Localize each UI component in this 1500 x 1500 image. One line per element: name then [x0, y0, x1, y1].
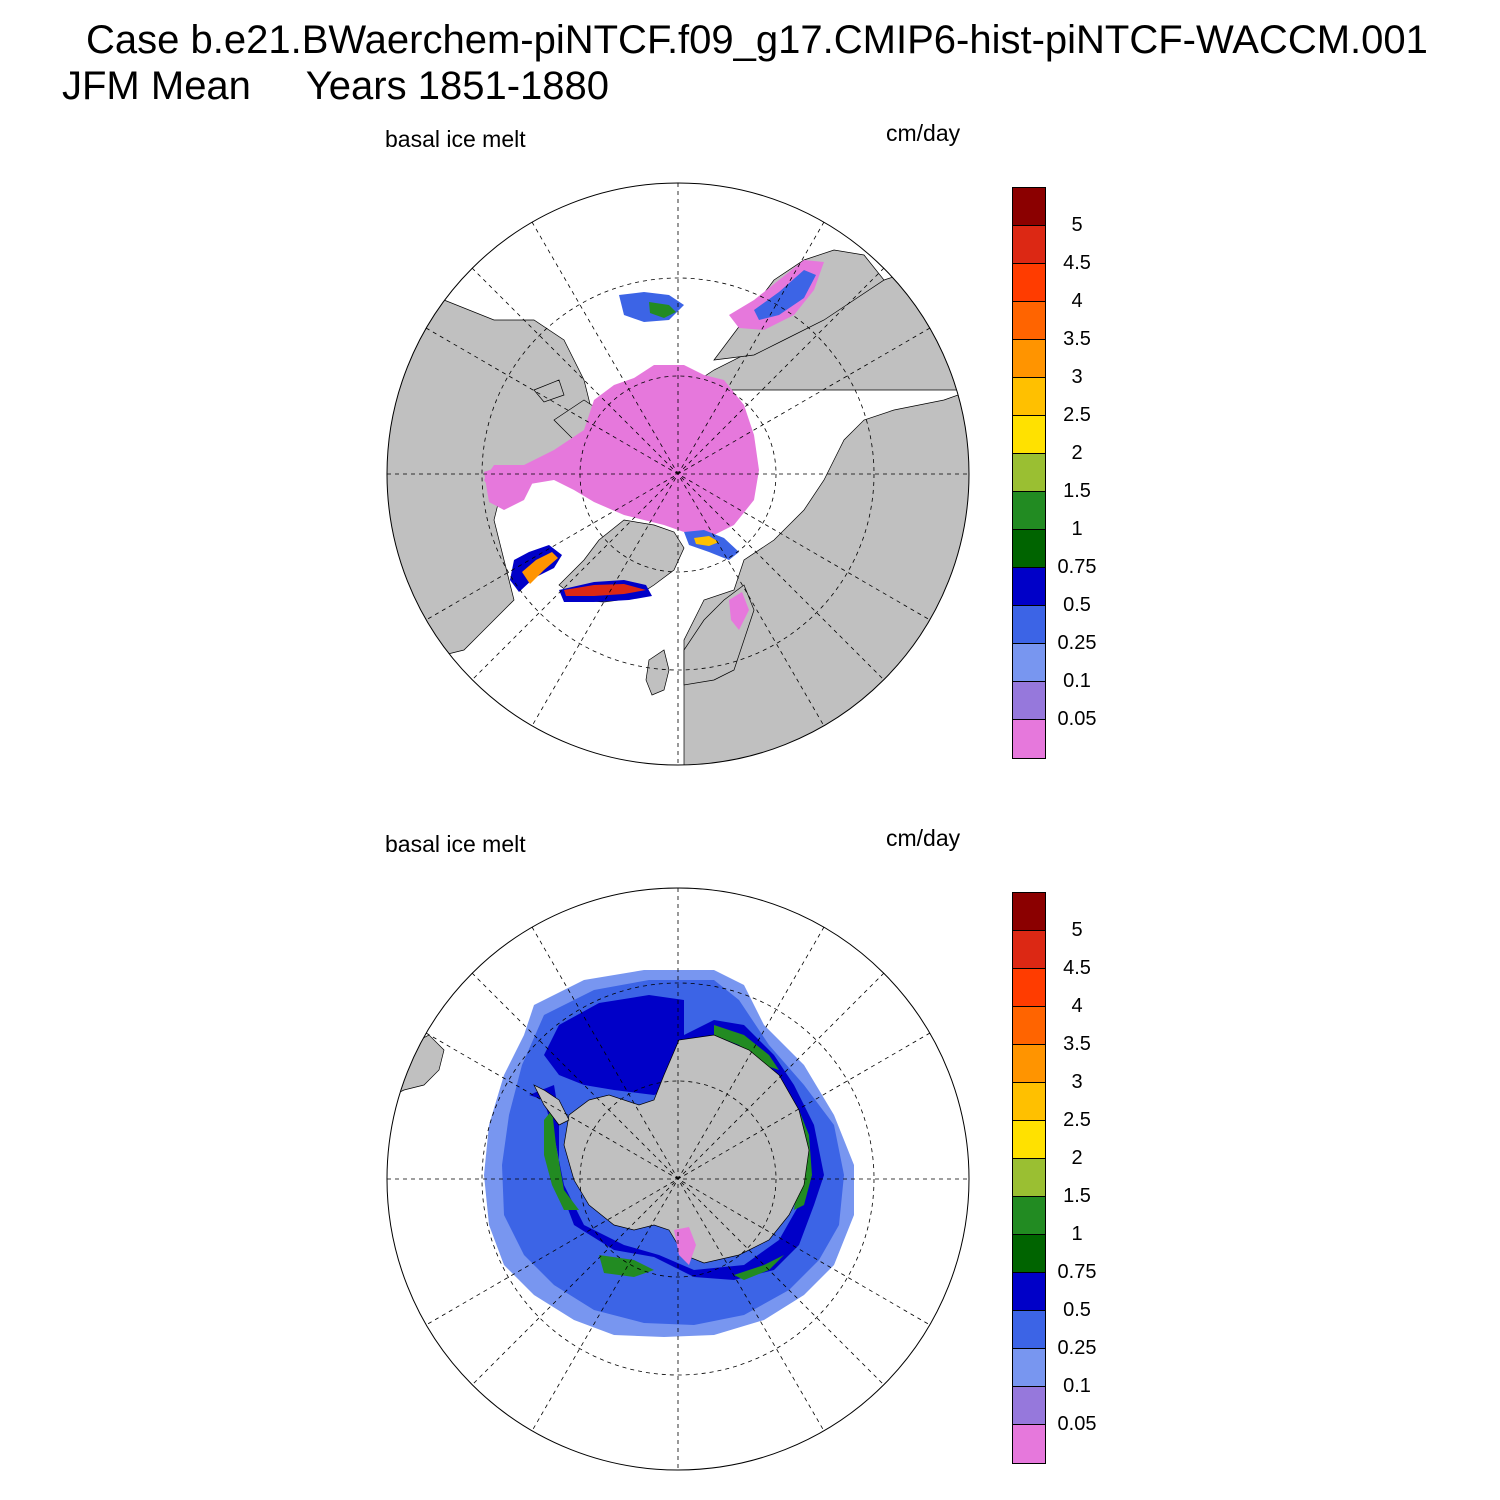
colorbar-box [1012, 263, 1046, 303]
colorbar-box [1012, 377, 1046, 417]
north-panel: basal ice melt cm/day [0, 0, 1500, 766]
colorbar-box [1012, 1196, 1046, 1236]
colorbar-box [1012, 1044, 1046, 1084]
colorbar-tick-label: 0.25 [1057, 1337, 1097, 1359]
colorbar-box [1012, 301, 1046, 341]
graticule [387, 888, 969, 1470]
colorbar-tick-label: 1.5 [1063, 480, 1091, 502]
colorbar-tick-label: 0.05 [1057, 1413, 1097, 1435]
colorbar-box [1012, 1082, 1046, 1122]
colorbar-box [1012, 1158, 1046, 1198]
colorbar-box [1012, 719, 1046, 759]
colorbar-box [1012, 605, 1046, 645]
colorbar-tick-label: 3 [1071, 1071, 1083, 1093]
colorbar-box [1012, 225, 1046, 265]
north-polar-map [386, 182, 970, 766]
colorbar-tick-label: 4.5 [1063, 957, 1091, 979]
colorbar-box [1012, 681, 1046, 721]
colorbar [1012, 187, 1046, 759]
colorbar-box [1012, 415, 1046, 455]
colorbar-box [1012, 1386, 1046, 1426]
colorbar-tick-label: 3.5 [1063, 1033, 1091, 1055]
ice-melt-greenland-sea-hot [564, 584, 646, 596]
colorbar-tick-label: 0.05 [1057, 708, 1097, 730]
colorbar-tick-label: 1 [1071, 1223, 1083, 1245]
ice-melt-baltic [729, 592, 749, 630]
ice-melt-labrador-hot [522, 552, 558, 584]
colorbar-tick-label: 2.5 [1063, 1109, 1091, 1131]
colorbar-box [1012, 1424, 1046, 1464]
south-panel: basal ice melt cm/day [0, 705, 1500, 1471]
landmass-greenland [558, 519, 685, 603]
landmass-antarctica [563, 1034, 810, 1264]
colorbar-box [1012, 1348, 1046, 1388]
ice-melt-arctic-basin [484, 365, 759, 535]
colorbar-box [1012, 491, 1046, 531]
colorbar-tick-label: 0.25 [1057, 632, 1097, 654]
colorbar-box [1012, 968, 1046, 1008]
case-title: Case b.e21.BWaerchem-piNTCF.f09_g17.CMIP… [86, 18, 1428, 62]
colorbar-tick-label: 5 [1071, 919, 1083, 941]
colorbar-tick-label: 0.5 [1063, 1299, 1091, 1321]
colorbar [1012, 892, 1046, 1464]
colorbar-tick-label: 2 [1071, 1147, 1083, 1169]
colorbar-tick-label: 4 [1071, 995, 1083, 1017]
landmass-uk [645, 649, 670, 696]
colorbar-tick-label: 2.5 [1063, 404, 1091, 426]
colorbar-box [1012, 453, 1046, 493]
units-label: cm/day [886, 120, 961, 146]
colorbar-tick-label: 1.5 [1063, 1185, 1091, 1207]
ice-melt-bering-green [649, 302, 676, 318]
variable-label: basal ice melt [385, 126, 526, 152]
colorbar-box [1012, 1006, 1046, 1046]
ice-melt-barents-hot [694, 536, 719, 546]
colorbar-box [1012, 930, 1046, 970]
colorbar-tick-label: 3 [1071, 366, 1083, 388]
colorbar-box [1012, 1310, 1046, 1350]
colorbar-tick-label: 0.1 [1063, 670, 1091, 692]
colorbar-box [1012, 339, 1046, 379]
colorbar-tick-label: 0.75 [1057, 556, 1097, 578]
colorbar-tick-label: 0.1 [1063, 1375, 1091, 1397]
colorbar-box [1012, 1234, 1046, 1274]
colorbar-tick-label: 5 [1071, 214, 1083, 236]
map-border [386, 887, 970, 1471]
graticule [387, 183, 969, 765]
colorbar-box [1012, 567, 1046, 607]
colorbar-tick-label: 3.5 [1063, 328, 1091, 350]
colorbar-box [1012, 529, 1046, 569]
colorbar-tick-label: 0.5 [1063, 594, 1091, 616]
period-title: JFM Mean Years 1851-1880 [62, 64, 609, 108]
ice-melt-ross-sea-pink [674, 1227, 696, 1265]
units-label: cm/day [886, 825, 961, 851]
south-polar-map [386, 887, 970, 1471]
ice-melt-okhotsk-blue [754, 270, 816, 320]
colorbar-box [1012, 1120, 1046, 1160]
colorbar-tick-label: 0.75 [1057, 1261, 1097, 1283]
colorbar-box [1012, 643, 1046, 683]
variable-label: basal ice melt [385, 831, 526, 857]
colorbar-box [1012, 892, 1046, 932]
ice-melt-hudson [484, 465, 534, 510]
colorbar-tick-label: 4 [1071, 290, 1083, 312]
colorbar-tick-label: 2 [1071, 442, 1083, 464]
colorbar-box [1012, 1272, 1046, 1312]
colorbar-box [1012, 187, 1046, 227]
colorbar-tick-label: 4.5 [1063, 252, 1091, 274]
colorbar-tick-label: 1 [1071, 518, 1083, 540]
landmass-antarctic-peninsula [533, 1084, 570, 1126]
map-border [386, 182, 970, 766]
